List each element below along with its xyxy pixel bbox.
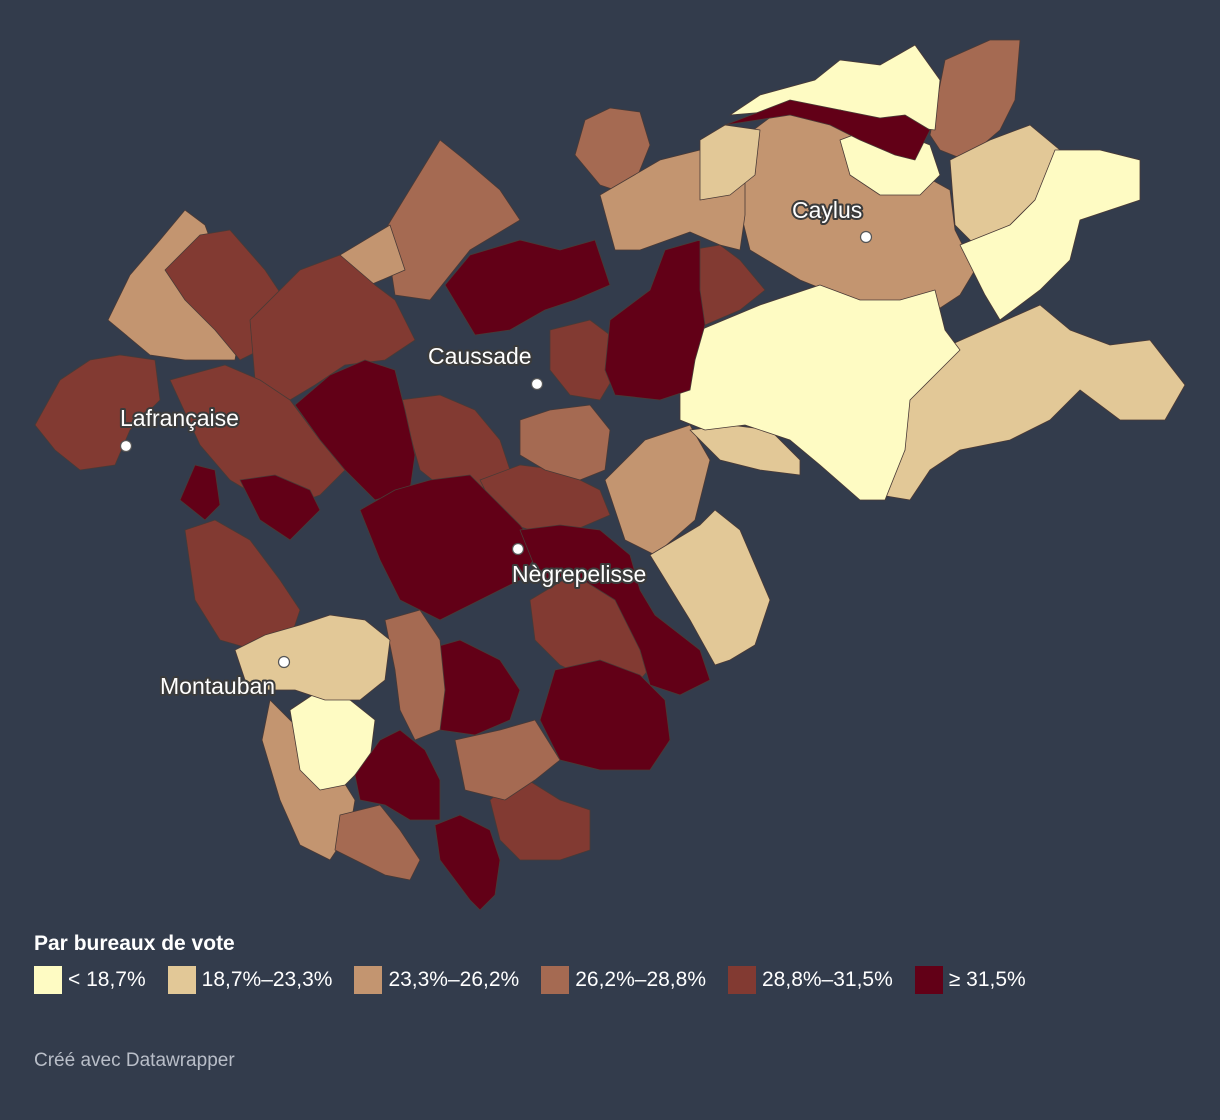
region-southeast-dark[interactable] bbox=[539, 659, 671, 771]
region-montauban-pale[interactable] bbox=[234, 614, 391, 701]
city-dot-negrepelisse bbox=[511, 542, 525, 556]
city-dot-caussade bbox=[530, 377, 544, 391]
region-south-mid[interactable] bbox=[454, 719, 561, 801]
legend-items: < 18,7% 18,7%–23,3% 23,3%–26,2% 26,2%–28,8%… bbox=[34, 966, 1184, 994]
legend-label: < 18,7% bbox=[68, 968, 146, 991]
legend-swatch bbox=[541, 966, 570, 994]
region-south-tip[interactable] bbox=[434, 814, 501, 911]
region-north-caussade-b[interactable] bbox=[384, 139, 521, 301]
legend-swatch bbox=[34, 966, 62, 994]
region-south-cluster[interactable] bbox=[334, 804, 421, 881]
map-legend: Par bureaux de vote < 18,7% 18,7%–23,3% 23… bbox=[34, 932, 1184, 994]
region-east-negre[interactable] bbox=[604, 424, 711, 556]
region-northeast-tip[interactable] bbox=[929, 39, 1021, 161]
region-northeast-far[interactable] bbox=[959, 149, 1141, 321]
legend-item: 28,8%–31,5% bbox=[728, 966, 893, 994]
legend-item: 26,2%–28,8% bbox=[541, 966, 706, 994]
region-central-dark[interactable] bbox=[294, 359, 416, 501]
legend-item: ≥ 31,5% bbox=[914, 966, 1026, 994]
region-montauban-mid[interactable] bbox=[384, 609, 446, 741]
city-label-lafrancaise: Lafrançaise bbox=[120, 405, 239, 431]
region-caussade-north[interactable] bbox=[444, 239, 611, 336]
region-north-strip[interactable] bbox=[724, 99, 931, 161]
legend-swatch bbox=[354, 966, 383, 994]
legend-label: 26,2%–28,8% bbox=[575, 968, 706, 991]
region-southeast[interactable] bbox=[649, 509, 771, 666]
region-caussade-south[interactable] bbox=[519, 404, 611, 481]
legend-label: 23,3%–26,2% bbox=[388, 968, 520, 991]
legend-swatch bbox=[914, 966, 943, 994]
legend-item: < 18,7% bbox=[34, 966, 146, 994]
region-montauban-west[interactable] bbox=[184, 519, 301, 651]
region-negre-east[interactable] bbox=[519, 524, 711, 696]
legend-title: Par bureaux de vote bbox=[34, 932, 235, 955]
city-label-caussade: Caussade bbox=[428, 343, 532, 369]
city-dot-caylus bbox=[859, 230, 873, 244]
region-east-vast[interactable] bbox=[679, 284, 961, 501]
legend-swatch bbox=[728, 966, 756, 994]
city-dot-montauban bbox=[277, 655, 291, 669]
legend-label: 28,8%–31,5% bbox=[762, 968, 893, 991]
legend-swatch bbox=[167, 966, 196, 994]
legend-item: 18,7%–23,3% bbox=[167, 966, 333, 994]
legend-label: ≥ 31,5% bbox=[948, 968, 1026, 991]
credit-text: Créé avec Datawrapper bbox=[34, 1050, 235, 1071]
city-label-montauban: Montauban bbox=[160, 673, 275, 699]
region-west-dark[interactable] bbox=[239, 474, 321, 541]
region-far-south[interactable] bbox=[489, 774, 591, 861]
legend-label: 18,7%–23,3% bbox=[201, 968, 333, 991]
region-caussade-east[interactable] bbox=[549, 319, 616, 401]
city-dot-lafrancaise bbox=[119, 439, 133, 453]
region-montauban-dark[interactable] bbox=[354, 729, 441, 821]
region-west-coast[interactable] bbox=[34, 354, 161, 471]
region-east-caussade-dark[interactable] bbox=[604, 239, 706, 401]
legend-item: 23,3%–26,2% bbox=[354, 966, 519, 994]
city-label-caylus: Caylus bbox=[792, 197, 862, 223]
region-north-caussade-a[interactable] bbox=[574, 107, 651, 196]
choropleth-map: Caylus Caussade Lafrançaise Nègrepelisse… bbox=[34, 39, 1186, 911]
region-lafrancaise-dark[interactable] bbox=[179, 464, 221, 521]
city-label-negrepelisse: Nègrepelisse bbox=[512, 561, 646, 587]
